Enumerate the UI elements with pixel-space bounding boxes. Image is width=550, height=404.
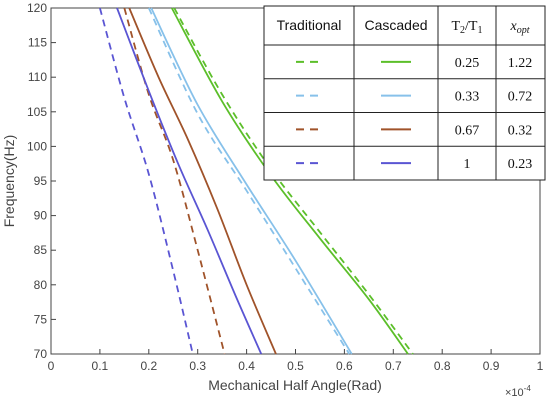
x-tick-label: 0.5 — [287, 359, 304, 373]
legend-xopt: 0.72 — [508, 90, 533, 105]
y-tick-label: 85 — [34, 243, 48, 257]
y-tick-label: 110 — [28, 70, 47, 84]
y-tick-label: 70 — [34, 347, 48, 361]
y-axis-label: Frequency(Hz) — [1, 135, 17, 228]
header-traditional: Traditional — [277, 17, 342, 33]
x-axis-label: Mechanical Half Angle(Rad) — [208, 377, 382, 393]
y-tick-label: 100 — [27, 139, 47, 153]
series-line-traditional-0_67 — [123, 7, 226, 355]
legend-ratio: 0.33 — [455, 90, 480, 105]
x-tick-label: 0.2 — [140, 359, 157, 373]
y-tick-label: 80 — [34, 278, 48, 292]
series-lines — [99, 7, 414, 355]
legend-xopt: 0.32 — [508, 123, 533, 138]
series-line-traditional-1 — [99, 7, 194, 355]
y-tick-label: 95 — [34, 174, 48, 188]
header-cascaded: Cascaded — [364, 17, 427, 33]
series-line-cascaded-0_25 — [170, 7, 409, 355]
x-axis-multiplier: ×10-4 — [505, 384, 531, 399]
series-line-traditional-0_33 — [147, 7, 351, 355]
x-tick-label: 0.8 — [434, 359, 451, 373]
x-tick-label: 0.3 — [189, 359, 206, 373]
x-tick-label: 0 — [48, 359, 55, 373]
legend-xopt: 1.22 — [508, 56, 533, 71]
y-axis: 70 75 80 85 90 95 100 105 110 115 120 — [27, 1, 56, 361]
header-ratio: T2/T1 — [451, 19, 482, 36]
y-tick-label: 105 — [27, 105, 47, 119]
legend-table: Traditional Cascaded T2/T1 xopt 0.25 1.22… — [263, 5, 546, 181]
series-line-traditional-0_25 — [173, 7, 414, 355]
series-line-cascaded-1 — [116, 7, 263, 355]
series-line-cascaded-0_33 — [150, 7, 353, 355]
legend-xopt: 0.23 — [508, 157, 533, 172]
legend-ratio: 0.67 — [455, 123, 480, 138]
legend-ratio: 1 — [464, 157, 471, 172]
x-tick-label: 0.6 — [336, 359, 353, 373]
x-tick-label: 0.7 — [385, 359, 402, 373]
x-tick-label: 0.9 — [483, 359, 500, 373]
y-tick-label: 75 — [34, 312, 48, 326]
legend-ratio: 0.25 — [455, 56, 480, 71]
y-tick-label: 90 — [34, 209, 48, 223]
x-tick-label: 0.4 — [238, 359, 255, 373]
x-axis: 0 0.1 0.2 0.3 0.4 0.5 0.6 0.7 0.8 0.9 1 — [48, 349, 544, 373]
x-tick-label: 1 — [537, 359, 544, 373]
series-line-cascaded-0_67 — [128, 7, 277, 355]
y-tick-label: 115 — [28, 36, 47, 50]
y-tick-label: 120 — [27, 1, 47, 15]
x-tick-label: 0.1 — [92, 359, 109, 373]
